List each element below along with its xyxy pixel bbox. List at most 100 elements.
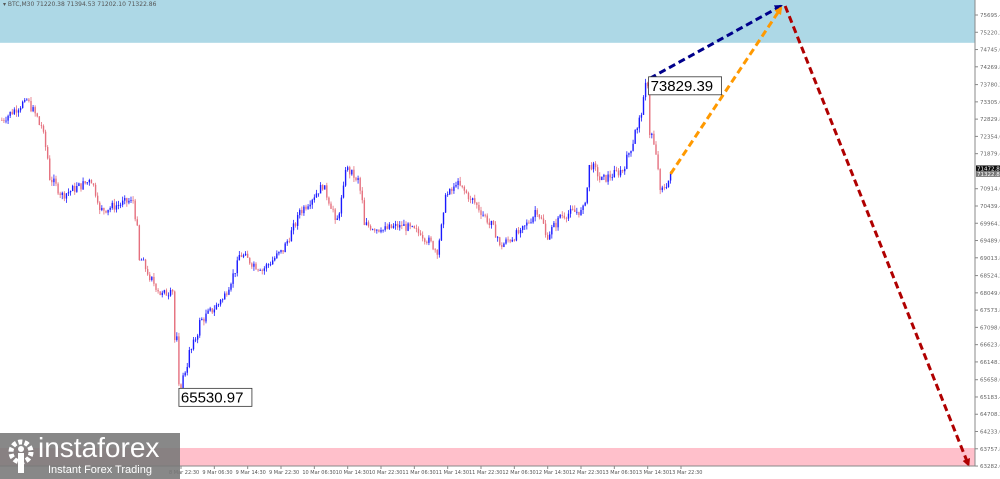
candle-body: [242, 255, 245, 257]
candle: [132, 196, 134, 204]
candle: [213, 305, 216, 316]
candle: [142, 257, 145, 261]
candle-body: [230, 283, 232, 290]
candle: [574, 205, 576, 212]
candle: [34, 105, 36, 117]
candle-body: [149, 274, 151, 281]
candle: [521, 225, 524, 234]
candle: [334, 208, 336, 224]
candle-body: [644, 82, 647, 98]
candle: [582, 204, 584, 214]
candle: [351, 169, 353, 176]
candle: [546, 232, 549, 241]
candle-body: [253, 263, 255, 267]
candle-body: [11, 111, 13, 115]
time-tick-label: 13 Mar 14:30: [636, 470, 669, 476]
candle: [551, 224, 553, 239]
candle: [330, 201, 332, 209]
candle-body: [67, 192, 70, 194]
candle: [119, 202, 122, 209]
candle: [415, 224, 418, 233]
candle-body: [538, 214, 541, 218]
candle: [78, 182, 80, 187]
candle-body: [165, 290, 168, 296]
candle: [561, 211, 563, 219]
projection-arrow-projection_up: [649, 4, 783, 80]
candle-body: [324, 185, 326, 190]
candle: [438, 238, 441, 258]
candle: [311, 198, 313, 209]
candle-body: [128, 200, 130, 203]
price-tick-label: 74745.03: [980, 48, 1000, 54]
time-tick-label: 11 Mar 06:30: [402, 470, 435, 476]
price-tick-label: 68524.23: [980, 274, 1000, 280]
candle-body: [161, 292, 163, 295]
candle: [426, 240, 428, 245]
candle-body: [3, 120, 5, 121]
candle: [557, 216, 559, 231]
candle-body: [251, 263, 253, 267]
candle-body: [342, 185, 345, 198]
candle-body: [288, 241, 291, 242]
candle-body: [136, 219, 138, 226]
time-tick-label: 10 Mar 22:30: [369, 470, 402, 476]
candle-body: [328, 197, 330, 204]
candle-body: [624, 168, 626, 172]
candle-body: [415, 228, 418, 229]
candle: [3, 118, 5, 123]
price-tick-label: 64708.23: [980, 412, 1000, 418]
candle-body: [484, 214, 486, 216]
price-tick-label: 75220.23: [980, 30, 1000, 36]
candle-body: [421, 235, 424, 239]
candle-body: [299, 210, 301, 216]
candle: [446, 191, 449, 197]
candle-body: [32, 107, 34, 112]
candle-body: [269, 264, 272, 266]
candle: [309, 200, 311, 210]
candle-body: [665, 187, 668, 189]
candle-body: [461, 185, 463, 187]
candle-body: [528, 222, 530, 224]
candle: [434, 248, 436, 253]
candle-body: [259, 270, 261, 271]
candle-body: [374, 229, 376, 231]
candle: [103, 207, 105, 215]
candle: [76, 182, 78, 193]
candle: [588, 164, 591, 192]
candle: [194, 337, 197, 343]
candle: [274, 256, 276, 262]
candle-body: [503, 243, 505, 247]
candle-body: [409, 223, 411, 227]
candle-body: [59, 193, 61, 195]
candle: [69, 190, 72, 196]
candle-body: [174, 291, 176, 341]
candle-body: [5, 120, 7, 122]
candle-body: [388, 224, 391, 229]
candle: [519, 227, 522, 238]
candle-body: [205, 313, 207, 322]
candle-body: [236, 260, 238, 274]
candle: [430, 236, 432, 243]
candle: [524, 225, 526, 230]
candle-body: [74, 185, 76, 192]
candle-body: [176, 336, 178, 341]
candle: [236, 256, 238, 277]
candle-body: [113, 202, 116, 210]
price-tick-label: 67098.63: [980, 325, 1000, 331]
candle: [146, 265, 149, 276]
candle: [538, 214, 541, 220]
candle: [234, 273, 236, 278]
candle-body: [317, 193, 320, 195]
ohlc-readout: 71220.38 71394.53 71202.10 71322.86: [36, 1, 157, 8]
candle-body: [492, 220, 495, 225]
candle-body: [30, 101, 32, 112]
price-tick-label: 63282.63: [980, 464, 1000, 470]
high-label-box: [648, 76, 722, 96]
candle-body: [134, 200, 136, 220]
candle: [321, 184, 324, 191]
candle-body: [109, 207, 111, 210]
time-tick-label: 12 Mar 14:30: [536, 470, 569, 476]
candle: [436, 249, 438, 259]
candle: [632, 139, 634, 152]
candle-body: [646, 82, 649, 87]
